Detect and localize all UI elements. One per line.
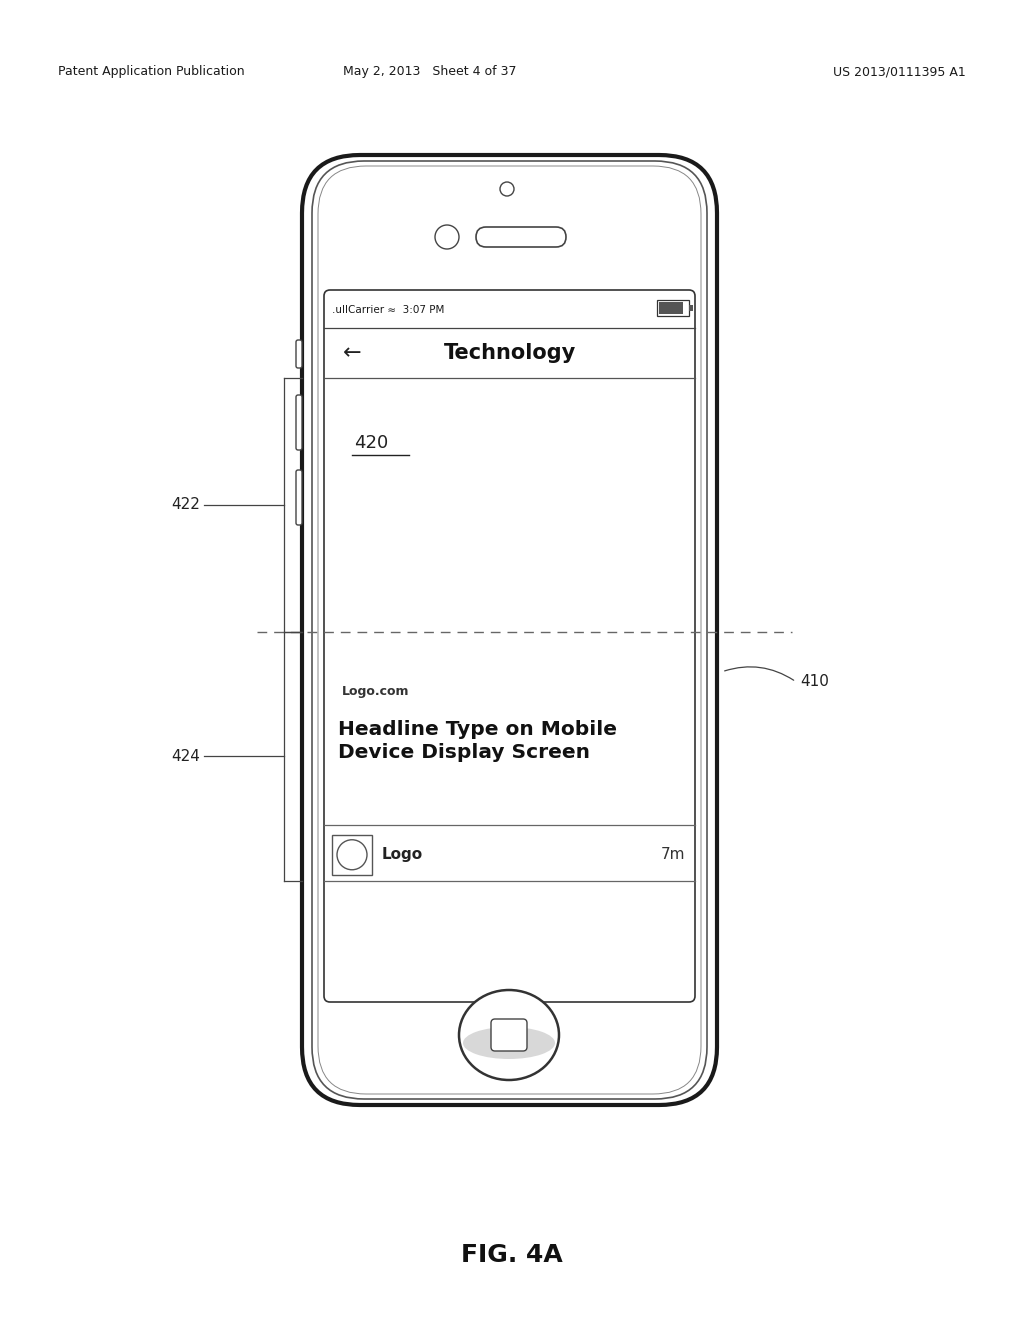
Text: Logo: Logo (382, 847, 423, 862)
FancyBboxPatch shape (324, 290, 695, 1002)
Text: 422: 422 (171, 498, 200, 512)
Text: FIG. 4A: FIG. 4A (461, 1243, 563, 1267)
Text: Headline Type on Mobile
Device Display Screen: Headline Type on Mobile Device Display S… (338, 719, 617, 762)
FancyBboxPatch shape (296, 395, 302, 450)
FancyBboxPatch shape (476, 227, 566, 247)
FancyBboxPatch shape (302, 154, 717, 1105)
Text: US 2013/0111395 A1: US 2013/0111395 A1 (834, 66, 966, 78)
Bar (659, 302, 683, 314)
Bar (332, 834, 372, 875)
Text: Logo.com: Logo.com (342, 685, 410, 698)
FancyBboxPatch shape (296, 470, 302, 525)
Circle shape (337, 840, 367, 870)
Text: Patent Application Publication: Patent Application Publication (58, 66, 245, 78)
Circle shape (500, 182, 514, 195)
Text: 424: 424 (171, 748, 200, 764)
Circle shape (435, 224, 459, 249)
Text: May 2, 2013   Sheet 4 of 37: May 2, 2013 Sheet 4 of 37 (343, 66, 517, 78)
Bar (657, 300, 689, 315)
Text: 7m: 7m (660, 847, 685, 862)
Ellipse shape (463, 1027, 555, 1059)
Text: 410: 410 (800, 675, 828, 689)
Text: Technology: Technology (443, 343, 575, 363)
Text: .ullCarrier ≈  3:07 PM: .ullCarrier ≈ 3:07 PM (332, 305, 444, 315)
Text: 420: 420 (354, 434, 388, 451)
FancyBboxPatch shape (490, 1019, 527, 1051)
Text: ←: ← (343, 343, 361, 363)
Bar (689, 305, 693, 312)
FancyBboxPatch shape (296, 341, 302, 368)
Ellipse shape (459, 990, 559, 1080)
